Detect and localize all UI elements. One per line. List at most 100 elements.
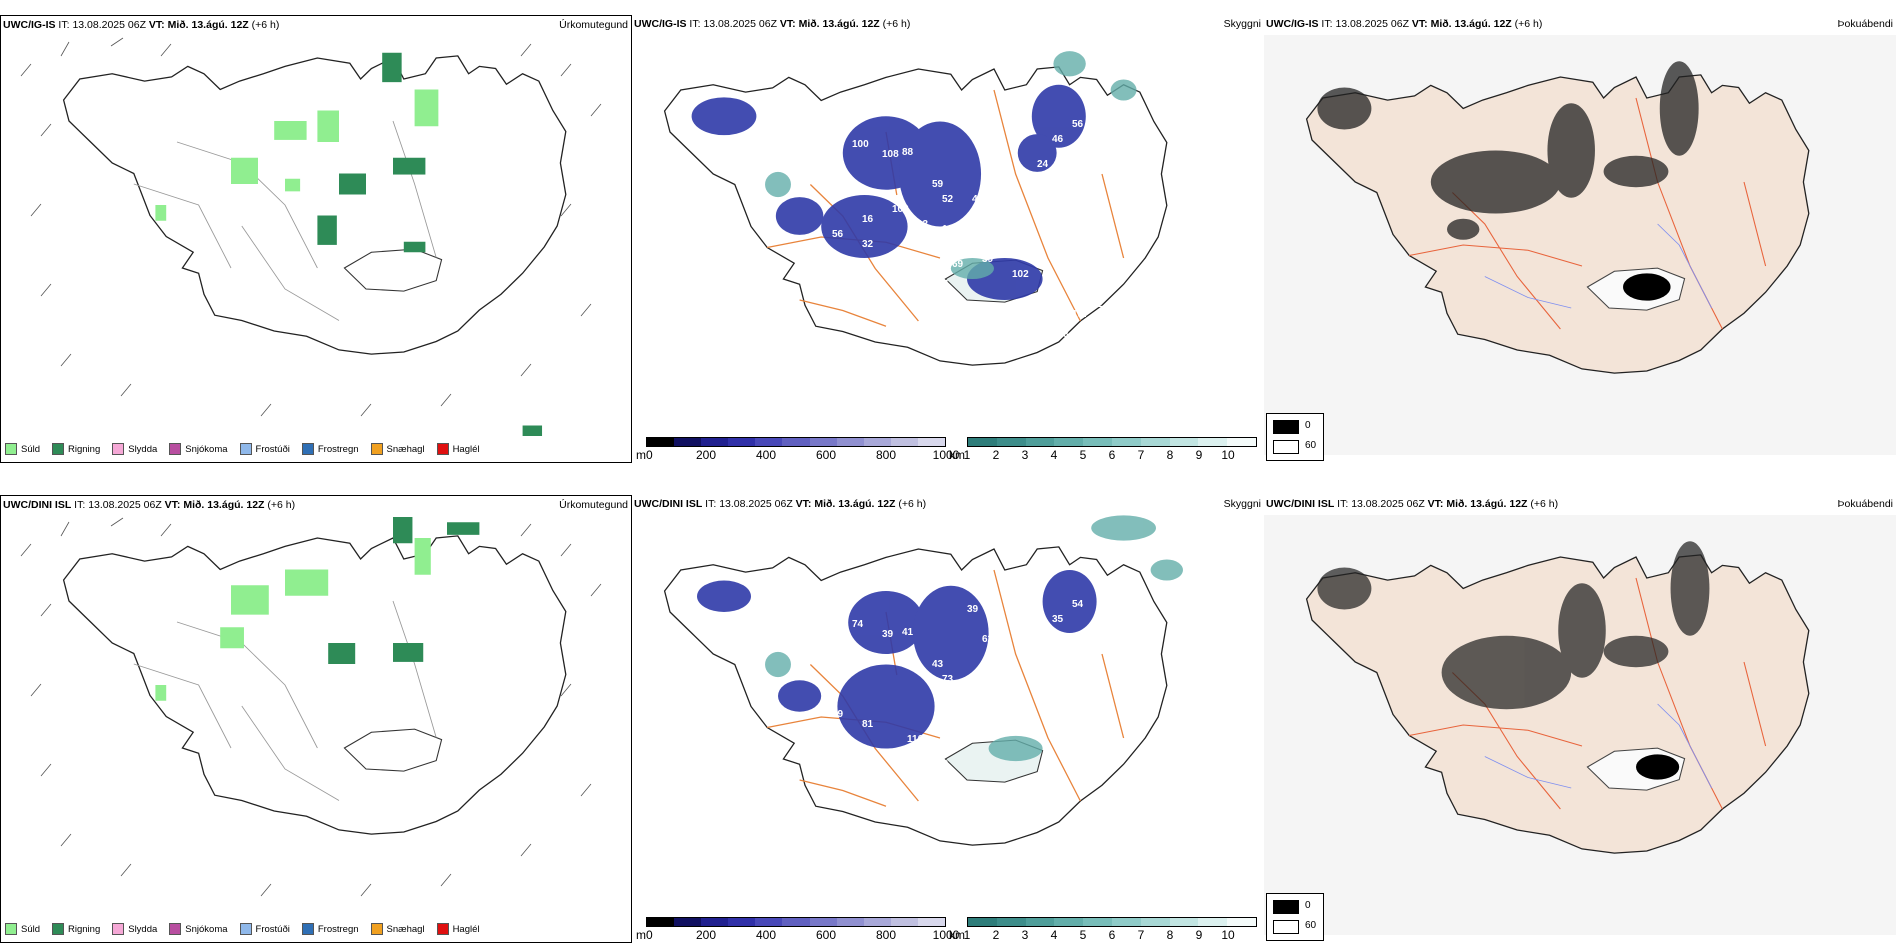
colorbar-tick-label: 7 xyxy=(1137,448,1145,462)
cloud-base-value-label: 71 xyxy=(1002,214,1014,225)
panel-header: UWC/IG-IS IT: 13.08.2025 06Z VT: Mið. 13… xyxy=(1266,18,1543,30)
legend-item: Frostúði xyxy=(239,443,290,455)
legend-swatch xyxy=(112,923,125,935)
cloud-base-value-label: 32 xyxy=(862,239,874,250)
colorbar-tick-label: 400 xyxy=(755,448,777,462)
cloud-base-value-label: 108 xyxy=(882,149,899,160)
legend-swatch xyxy=(370,443,383,455)
colorbar-tick-label: 10 xyxy=(1221,928,1235,942)
colorbar-segment xyxy=(1111,918,1141,926)
colorbar-segment xyxy=(755,918,783,926)
panel-title: Skyggni xyxy=(1223,498,1261,510)
colorbar-segment xyxy=(1111,438,1141,446)
colorbar-segment xyxy=(996,918,1026,926)
cloud-base-value-label: 66 xyxy=(1007,199,1019,210)
cloud-base-value-label: 41 xyxy=(902,627,914,638)
cloud-base-value-label: 102 xyxy=(1012,269,1029,280)
colorbar-tick-label: 1000 xyxy=(932,448,960,462)
cloud-base-value-label: 50 xyxy=(967,124,979,135)
cloud-base-value-label: 103 xyxy=(892,204,909,215)
cloud-base-value-label: 88 xyxy=(902,147,914,158)
colorbar-segment xyxy=(701,918,729,926)
colorbar-segment xyxy=(1025,918,1055,926)
panel-title: Skyggni xyxy=(1223,18,1261,30)
colorbar-segment xyxy=(674,438,702,446)
colorbar-tick-label: 800 xyxy=(875,928,897,942)
cloud-base-value-label: 80 xyxy=(972,224,984,235)
legend-swatch xyxy=(301,443,314,455)
fog-swatch-low xyxy=(1273,900,1299,914)
cloud-base-value-label: 24 xyxy=(957,239,969,250)
legend-item: Snjókoma xyxy=(169,443,228,455)
cloud-base-value-label: 73 xyxy=(907,294,919,305)
colorbar-segment xyxy=(1054,438,1084,446)
cloud-base-value-label: 49 xyxy=(952,739,964,750)
fog-swatch-high xyxy=(1273,920,1299,934)
legend-item: Súld xyxy=(5,443,40,455)
legend-item: Haglél xyxy=(436,923,480,935)
fog-legend: 0 60 xyxy=(1266,413,1324,461)
legend-item: Slydda xyxy=(112,443,157,455)
cloud-base-value-label: 58 xyxy=(812,124,824,135)
cloud-base-value-label: 39 xyxy=(967,604,979,615)
cloud-base-value-label: 55 xyxy=(1022,179,1034,190)
legend-swatch xyxy=(239,923,252,935)
fog-panel-bottom: UWC/DINI ISL IT: 13.08.2025 06Z VT: Mið.… xyxy=(1264,495,1896,943)
cloud-base-value-label: 31 xyxy=(972,674,984,685)
legend-swatch xyxy=(169,443,182,455)
colorbar-segment xyxy=(1227,918,1256,926)
colorbar-segment xyxy=(996,438,1026,446)
cloud-base-value-label: 39 xyxy=(882,629,894,640)
cloud-base-value-label: 69 xyxy=(952,259,964,270)
visibility-bar xyxy=(967,437,1257,447)
visibility-colorbar: 1 2 3 4 5 6 7 8 9 10 km xyxy=(949,437,1257,462)
colorbar-segment xyxy=(917,438,946,446)
cloud-base-value-label: 44 xyxy=(1087,624,1099,635)
cloud-base-value-label: 27 xyxy=(937,279,949,290)
colorbar-segment xyxy=(1025,438,1055,446)
cloud-base-value-label: 51 xyxy=(992,239,1004,250)
panel-header: UWC/DINI ISL IT: 13.08.2025 06Z VT: Mið.… xyxy=(634,498,927,510)
cloud-base-value-label: 43 xyxy=(932,659,944,670)
cloud-base-value-label: 69 xyxy=(787,94,799,105)
cloud-base-value-label: 52 xyxy=(942,194,954,205)
legend-swatch xyxy=(436,923,449,935)
colorbar-segment xyxy=(836,438,864,446)
fog-high-label: 60 xyxy=(1305,920,1317,931)
cloud-base-value-label: 73 xyxy=(942,674,954,685)
colorbar-segment xyxy=(809,438,837,446)
legend-item: Súld xyxy=(5,923,40,935)
cloud-base-value-label: 47 xyxy=(907,254,919,265)
colorbar-tick-label: 1000 xyxy=(932,928,960,942)
cloud-base-value-label: 62 xyxy=(982,634,994,645)
cloud-base-value-label: 42 xyxy=(992,127,1004,138)
cloud-base-value-label: 84 xyxy=(812,604,824,615)
colorbar-tick-label: 8 xyxy=(1166,928,1174,942)
colorbar-tick-label: 200 xyxy=(695,928,717,942)
precip-panel-top: UWC/IG-IS IT: 13.08.2025 06Z VT: Mið. 13… xyxy=(0,15,632,463)
colorbar-segment xyxy=(809,918,837,926)
legend-swatch xyxy=(370,923,383,935)
panel-header: UWC/IG-IS IT: 13.08.2025 06Z VT: Mið. 13… xyxy=(3,19,280,31)
cloud-base-value-label: 53 xyxy=(972,704,984,715)
cloud-base-value-label: 59 xyxy=(932,179,944,190)
cloud-base-value-label: 56 xyxy=(832,229,844,240)
fog-low-label: 0 xyxy=(1305,420,1311,431)
cloud-base-value-label: 78 xyxy=(1062,179,1074,190)
legend-item: Frostúði xyxy=(239,923,290,935)
colorbar-tick-label: 5 xyxy=(1079,448,1087,462)
cloud-base-value-label: 62 xyxy=(1002,694,1014,705)
colorbar-tick-label: 7 xyxy=(1137,928,1145,942)
fog-high-label: 60 xyxy=(1305,440,1317,451)
legend-swatch xyxy=(169,923,182,935)
legend-swatch xyxy=(52,923,65,935)
colorbar-tick-label: 4 xyxy=(1050,928,1058,942)
colorbar-segment xyxy=(755,438,783,446)
cloud-base-value-label: 39 xyxy=(982,254,994,265)
colorbar-tick-label: 8 xyxy=(1166,448,1174,462)
cloud-base-value-label: 40 xyxy=(1022,124,1034,135)
colorbar-tick-label: 600 xyxy=(815,448,837,462)
cloud-base-value-label: 100 xyxy=(852,139,869,150)
colorbar-segment xyxy=(701,438,729,446)
